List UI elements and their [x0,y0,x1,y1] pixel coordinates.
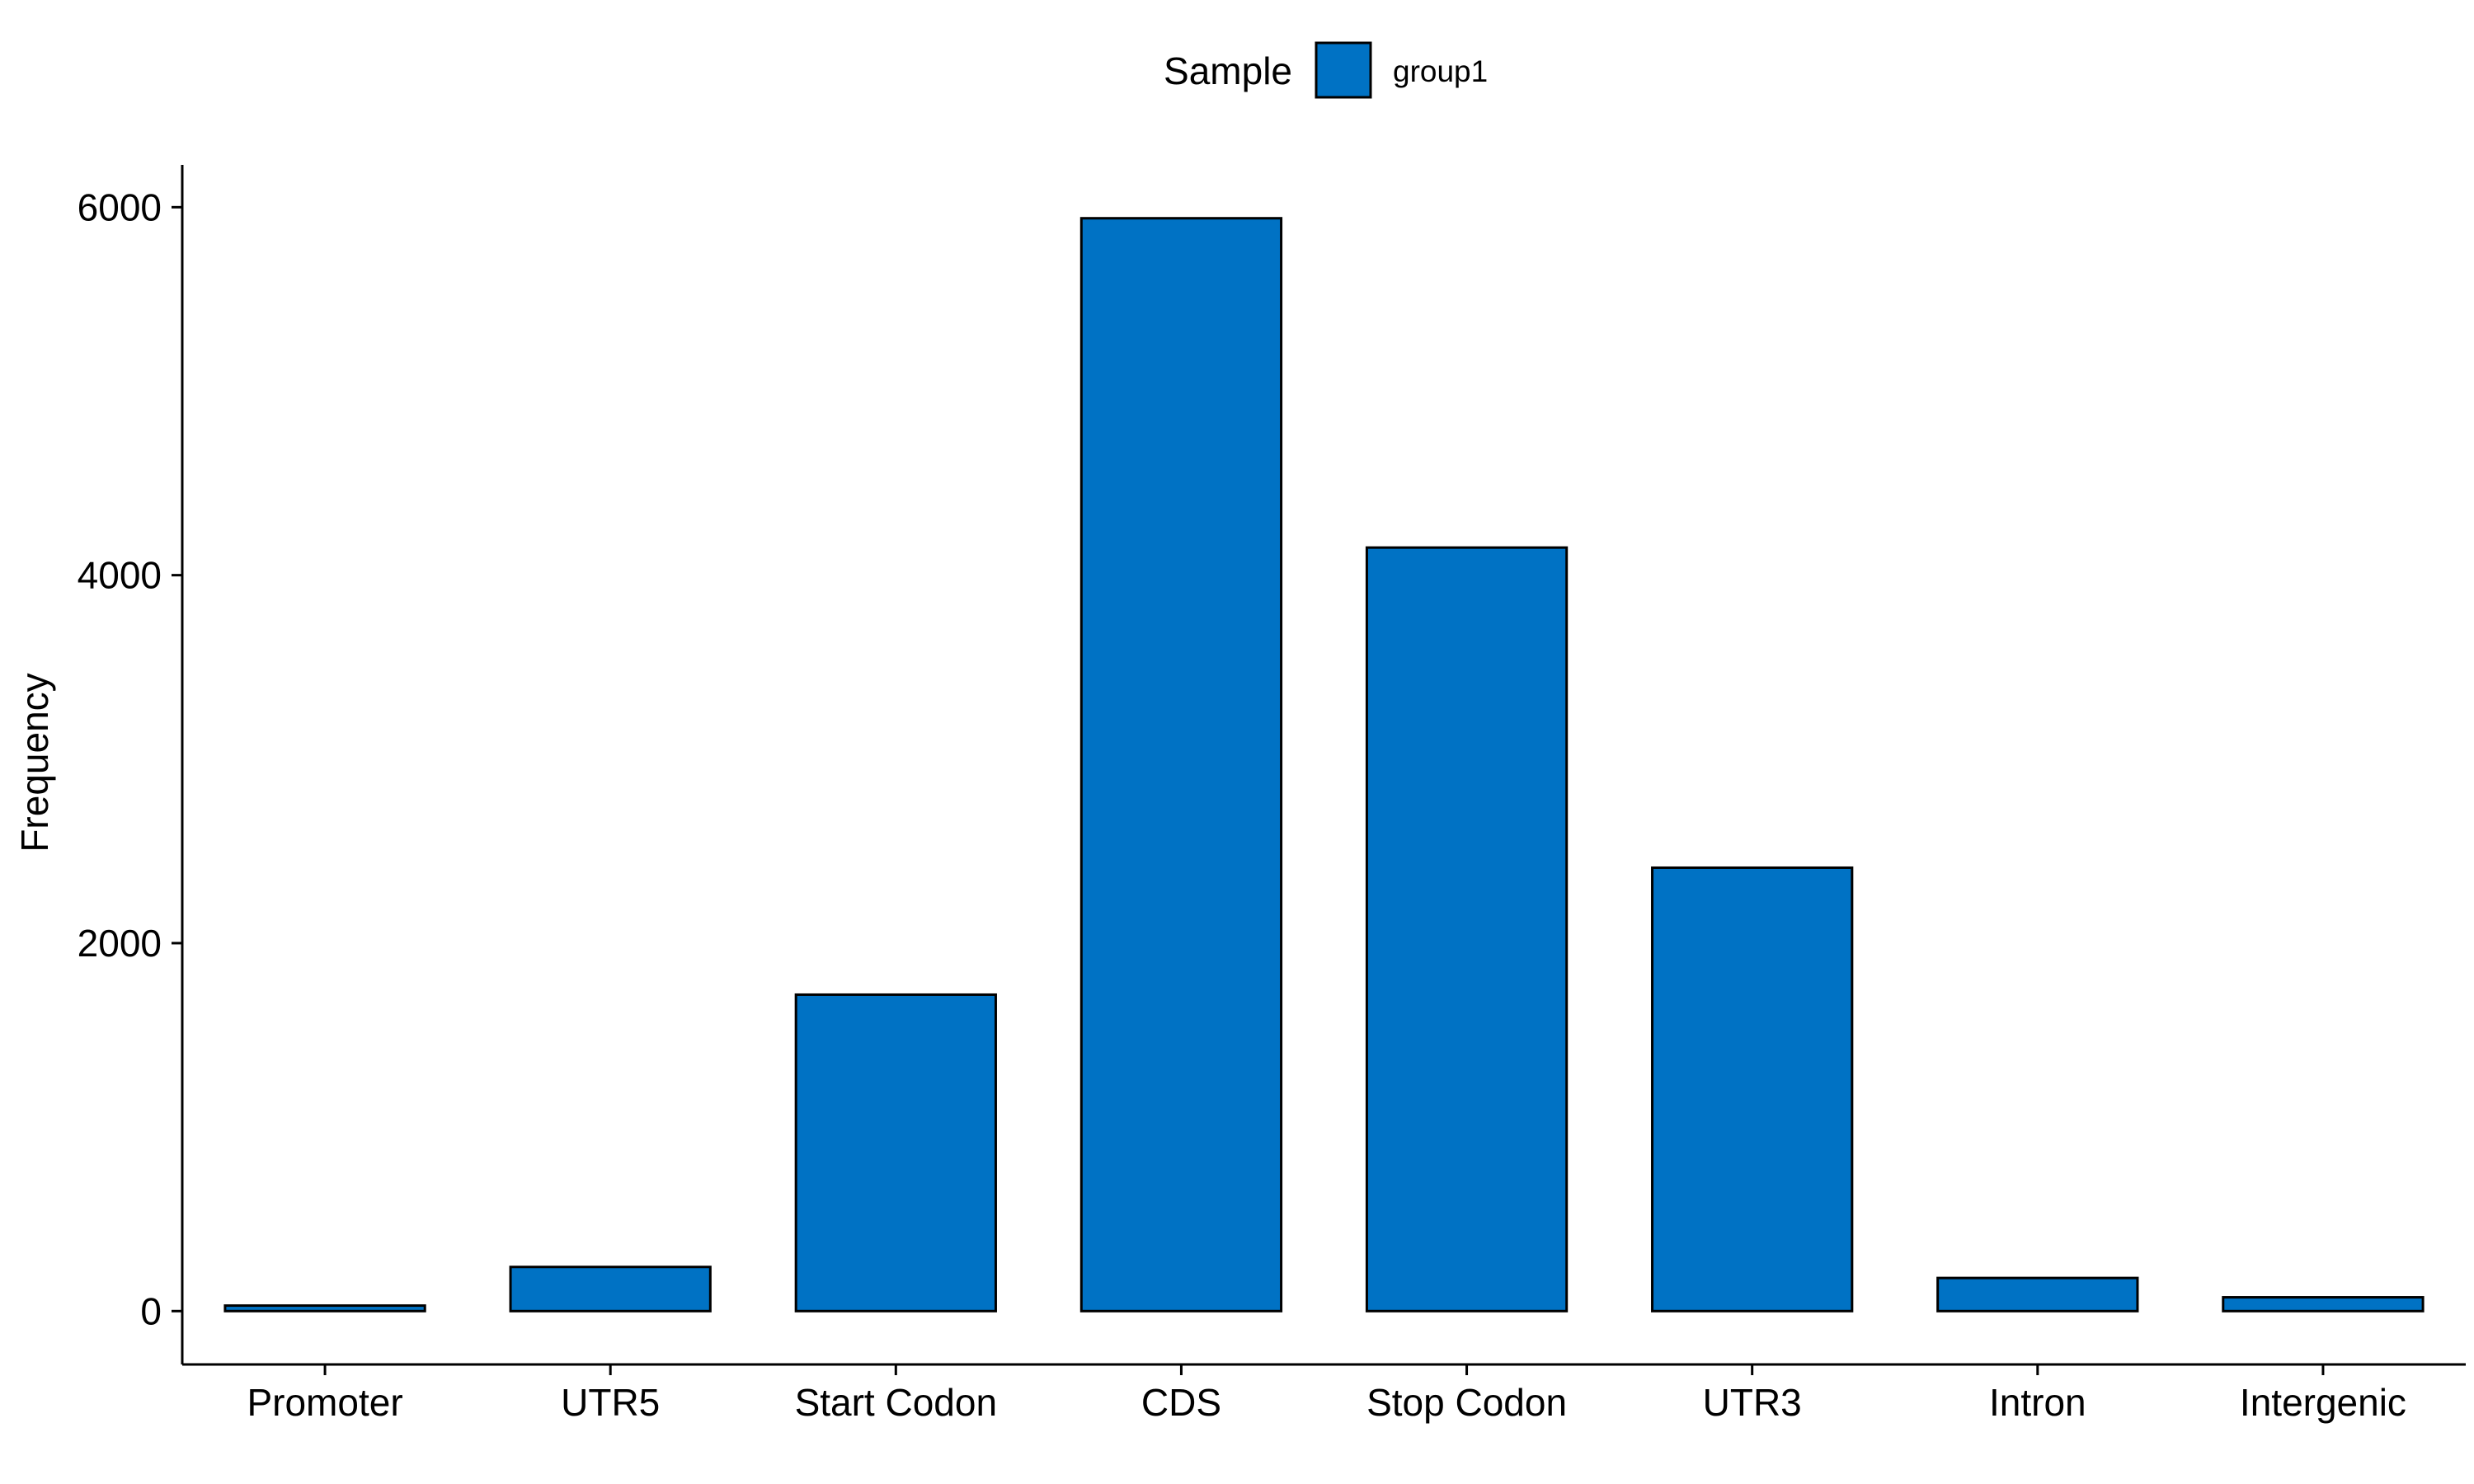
x-tick-label-intron: Intron [1989,1381,2086,1424]
x-tick-label-utr3: UTR3 [1703,1381,1802,1424]
bar-intron [1936,1276,2139,1313]
y-axis: 0 2000 4000 6000 [78,165,184,1364]
bar-utr3 [1651,866,1854,1313]
x-tick-label-cds: CDS [1141,1381,1221,1424]
y-ticks: 0 2000 4000 6000 [78,186,182,1332]
bar-stop-codon [1365,546,1569,1313]
y-tick-label-0: 0 [140,1289,162,1332]
legend-key-group1 [1315,41,1372,99]
x-tick-label-promoter: Promoter [247,1381,402,1424]
bar-intergenic [2222,1296,2425,1313]
legend-label-group1: group1 [1393,54,1488,88]
y-tick-label-4000: 4000 [78,554,162,597]
x-tick-label-intergenic: Intergenic [2240,1381,2406,1424]
y-tick-label-6000: 6000 [78,186,162,228]
x-tick-label-start-codon: Start Codon [795,1381,997,1424]
bar-start-codon [794,993,997,1313]
bar-promoter [223,1304,426,1313]
legend-title: Sample [1164,49,1292,92]
bars [223,217,2425,1313]
x-ticks: Promoter UTR5 Start Codon CDS Stop Codon UTR3… [247,1364,2406,1424]
y-tick-label-2000: 2000 [78,922,162,965]
x-tick-label-stop-codon: Stop Codon [1366,1381,1567,1424]
x-tick-label-utr5: UTR5 [561,1381,660,1424]
legend: Sample group1 [1164,41,1488,99]
bar-utr5 [509,1266,712,1313]
bar-cds [1079,217,1283,1313]
x-axis: Promoter UTR5 Start Codon CDS Stop Codon UTR3… [182,1363,2466,1424]
y-axis-title: Frequency [13,673,56,852]
